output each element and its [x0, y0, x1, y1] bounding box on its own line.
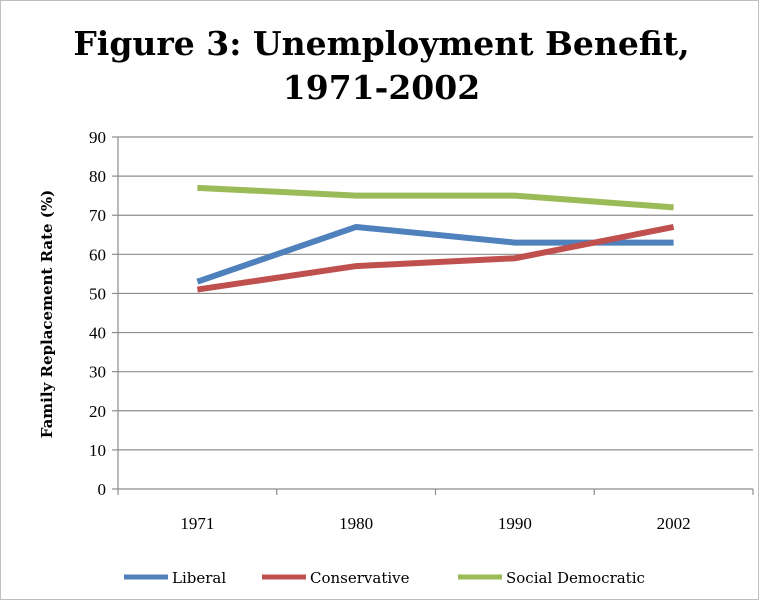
series-line-social-democratic	[197, 184, 674, 211]
y-axis-label: Family Replacement Rate (%)	[38, 190, 56, 439]
x-tick-label-1980: 1980	[339, 514, 373, 533]
x-tick-label-1990: 1990	[498, 514, 532, 533]
legend: Liberal Conservative Social Democratic	[124, 569, 645, 587]
legend-label-conservative: Conservative	[310, 569, 410, 587]
y-tick-label-70: 70	[89, 206, 106, 225]
y-tick-label-60: 60	[89, 245, 106, 264]
series-lines	[196, 184, 675, 293]
legend-label-social-democratic: Social Democratic	[506, 569, 645, 587]
chart-title: Figure 3: Unemployment Benefit, 1971-200…	[0, 22, 763, 110]
y-tick-label-90: 90	[89, 128, 106, 147]
y-tick-label-10: 10	[89, 441, 106, 460]
y-tick-label-50: 50	[89, 284, 106, 303]
x-tick-label-2002: 2002	[657, 514, 691, 533]
y-tick-label-0: 0	[98, 480, 107, 499]
y-tick-label-40: 40	[89, 324, 106, 343]
y-tick-label-30: 30	[89, 363, 106, 382]
gridlines	[118, 136, 753, 451]
x-tick-labels: 1971 1980 1990 2002	[180, 514, 690, 533]
chart-title-line2: 1971-2002	[282, 68, 481, 107]
y-tick-labels: 0 10 20 30 40 50 60 70 80 90	[89, 128, 106, 499]
chart-title-line1: Figure 3: Unemployment Benefit,	[73, 24, 690, 63]
legend-label-liberal: Liberal	[172, 569, 226, 587]
y-tick-label-80: 80	[89, 167, 106, 186]
axes	[112, 136, 754, 495]
series-line-conservative	[196, 224, 675, 293]
y-tick-label-20: 20	[89, 402, 106, 421]
x-tick-label-1971: 1971	[180, 514, 214, 533]
